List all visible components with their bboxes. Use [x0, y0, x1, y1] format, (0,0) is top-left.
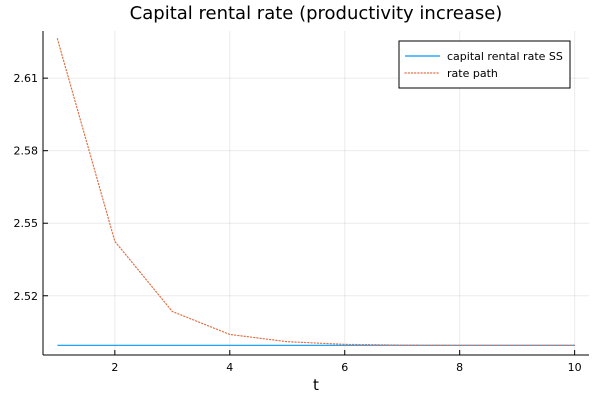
legend-label-rate-path: rate path: [447, 67, 498, 80]
legend: capital rental rate SS rate path: [398, 40, 571, 89]
legend-label-ss: capital rental rate SS: [447, 50, 563, 63]
x-tick-label: 8: [456, 361, 463, 374]
legend-box: [398, 40, 571, 89]
x-tick-label: 10: [568, 361, 582, 374]
y-tick-label: 2.52: [14, 290, 39, 303]
x-tick-label: 4: [226, 361, 233, 374]
y-tick-label: 2.61: [14, 72, 39, 85]
y-tick-label: 2.58: [14, 145, 39, 158]
series-lines: [56, 38, 576, 346]
x-tick-label: 6: [341, 361, 348, 374]
chart-title: Capital rental rate (productivity increa…: [130, 3, 503, 24]
y-tick-label: 2.55: [14, 217, 39, 230]
series-line-rate-path: [56, 38, 576, 346]
x-tick-label: 2: [111, 361, 118, 374]
x-axis-title: t: [313, 376, 319, 394]
axis-ticks: 2 4 6 8 10 2.52 2.55 2.58 2.61: [14, 72, 582, 374]
